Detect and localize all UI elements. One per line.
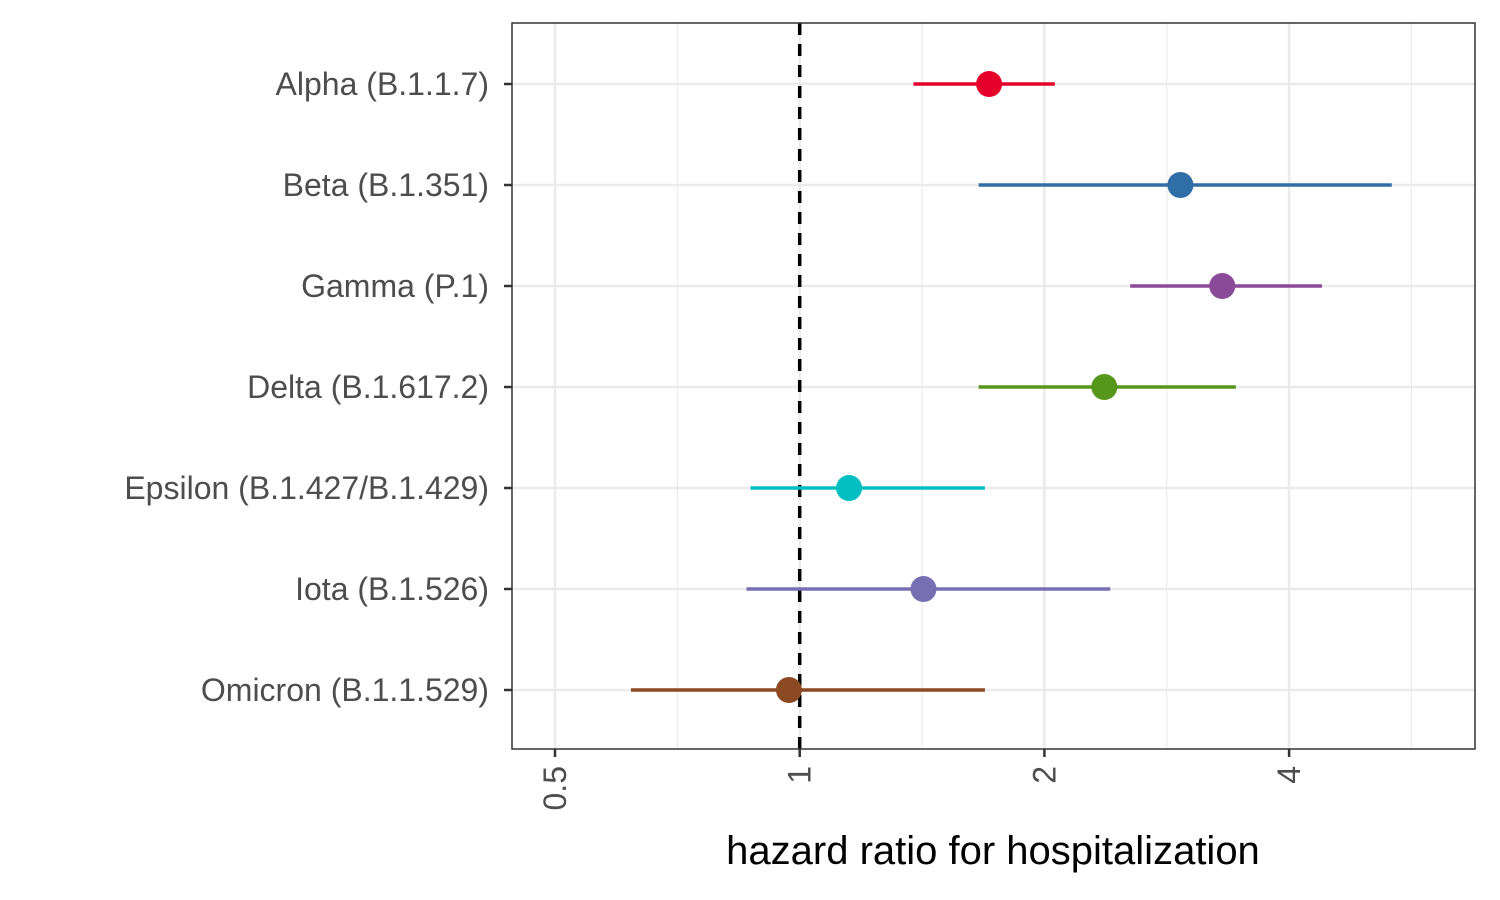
x-axis-title: hazard ratio for hospitalization — [726, 829, 1260, 873]
point-estimate — [910, 576, 937, 602]
point-estimate — [775, 677, 802, 703]
y-tick-label: Gamma (P.1) — [301, 268, 489, 304]
estimate-marks — [630, 71, 1392, 703]
y-tick-label: Beta (B.1.351) — [283, 167, 489, 203]
point-estimate — [1209, 273, 1236, 299]
x-axis-labels: 0.5 1 2 4 — [537, 766, 1307, 810]
y-tick-label: Iota (B.1.526) — [295, 571, 489, 607]
x-tick-label: 4 — [1271, 766, 1307, 784]
point-estimate — [976, 71, 1003, 97]
y-tick-label: Omicron (B.1.1.529) — [201, 672, 489, 708]
x-tick-label: 1 — [782, 766, 818, 784]
y-tick-label: Epsilon (B.1.427/B.1.429) — [124, 470, 489, 506]
axis-ticks — [504, 82, 1291, 757]
y-tick-label: Alpha (B.1.1.7) — [276, 66, 489, 102]
point-estimate — [1091, 374, 1118, 400]
x-tick-label: 0.5 — [537, 766, 573, 810]
point-estimate — [1167, 172, 1194, 198]
point-estimate — [836, 475, 863, 501]
x-tick-label: 2 — [1026, 766, 1062, 784]
y-tick-label: Delta (B.1.617.2) — [247, 369, 489, 405]
y-axis-labels: Alpha (B.1.1.7) Beta (B.1.351) Gamma (P.1)… — [124, 66, 489, 708]
